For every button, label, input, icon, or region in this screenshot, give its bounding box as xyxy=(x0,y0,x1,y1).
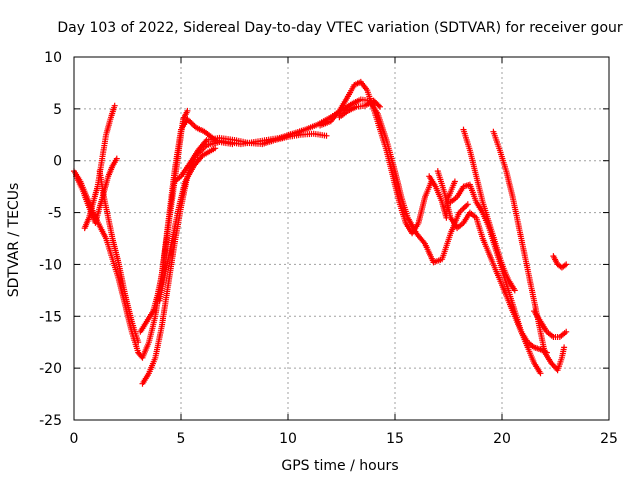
series-arc13 xyxy=(460,126,518,294)
series-arc15 xyxy=(531,308,570,340)
data-marker-trace xyxy=(317,78,435,237)
series-arc4 xyxy=(96,168,142,346)
series-arc11 xyxy=(434,168,550,356)
y-tick-label: 5 xyxy=(53,102,62,118)
data-marker-trace xyxy=(171,130,330,185)
data-marker-trace xyxy=(426,173,458,221)
series-arc17 xyxy=(426,173,458,221)
y-tick-label: -15 xyxy=(39,309,62,325)
series-arc8 xyxy=(171,130,330,185)
x-tick-label: 20 xyxy=(493,431,511,447)
x-tick-label: 0 xyxy=(70,431,79,447)
y-tick-label: -25 xyxy=(39,413,62,429)
x-tick-label: 15 xyxy=(386,431,404,447)
data-marker-trace xyxy=(550,253,570,271)
series-arc16 xyxy=(550,253,570,271)
series-arc10 xyxy=(336,97,383,121)
y-tick-label: 10 xyxy=(44,50,62,66)
y-tick-label: -10 xyxy=(39,257,62,273)
data-marker-trace xyxy=(336,97,383,121)
x-axis-label: GPS time / hours xyxy=(281,458,398,474)
data-marker-trace xyxy=(137,107,191,335)
y-tick-label: 0 xyxy=(53,154,62,170)
series-arc5 xyxy=(137,107,191,335)
chart-title: Day 103 of 2022, Sidereal Day-to-day VTE… xyxy=(57,20,623,36)
x-tick-label: 5 xyxy=(177,431,186,447)
data-marker-trace xyxy=(531,308,570,340)
data-marker-trace xyxy=(96,168,142,346)
series-arc7 xyxy=(156,145,219,304)
y-tick-label: -20 xyxy=(39,361,62,377)
series-arc14 xyxy=(490,128,568,374)
data-marker-trace xyxy=(434,168,550,356)
data-marker-trace xyxy=(490,128,568,374)
data-points xyxy=(71,78,570,387)
y-axis-label: SDTVAR / TECUs xyxy=(6,183,22,298)
plot-frame xyxy=(73,56,610,421)
grid-lines xyxy=(74,57,609,420)
series-arc9 xyxy=(317,78,435,237)
axis-ticks: 0 5 10 15 20 25 -25 -20 -15 -10 -5 0 5 10 xyxy=(39,50,618,447)
data-marker-trace xyxy=(460,126,518,294)
x-tick-label: 25 xyxy=(600,431,618,447)
y-tick-label: -5 xyxy=(48,206,62,222)
data-marker-trace xyxy=(156,145,219,304)
x-tick-label: 10 xyxy=(279,431,297,447)
